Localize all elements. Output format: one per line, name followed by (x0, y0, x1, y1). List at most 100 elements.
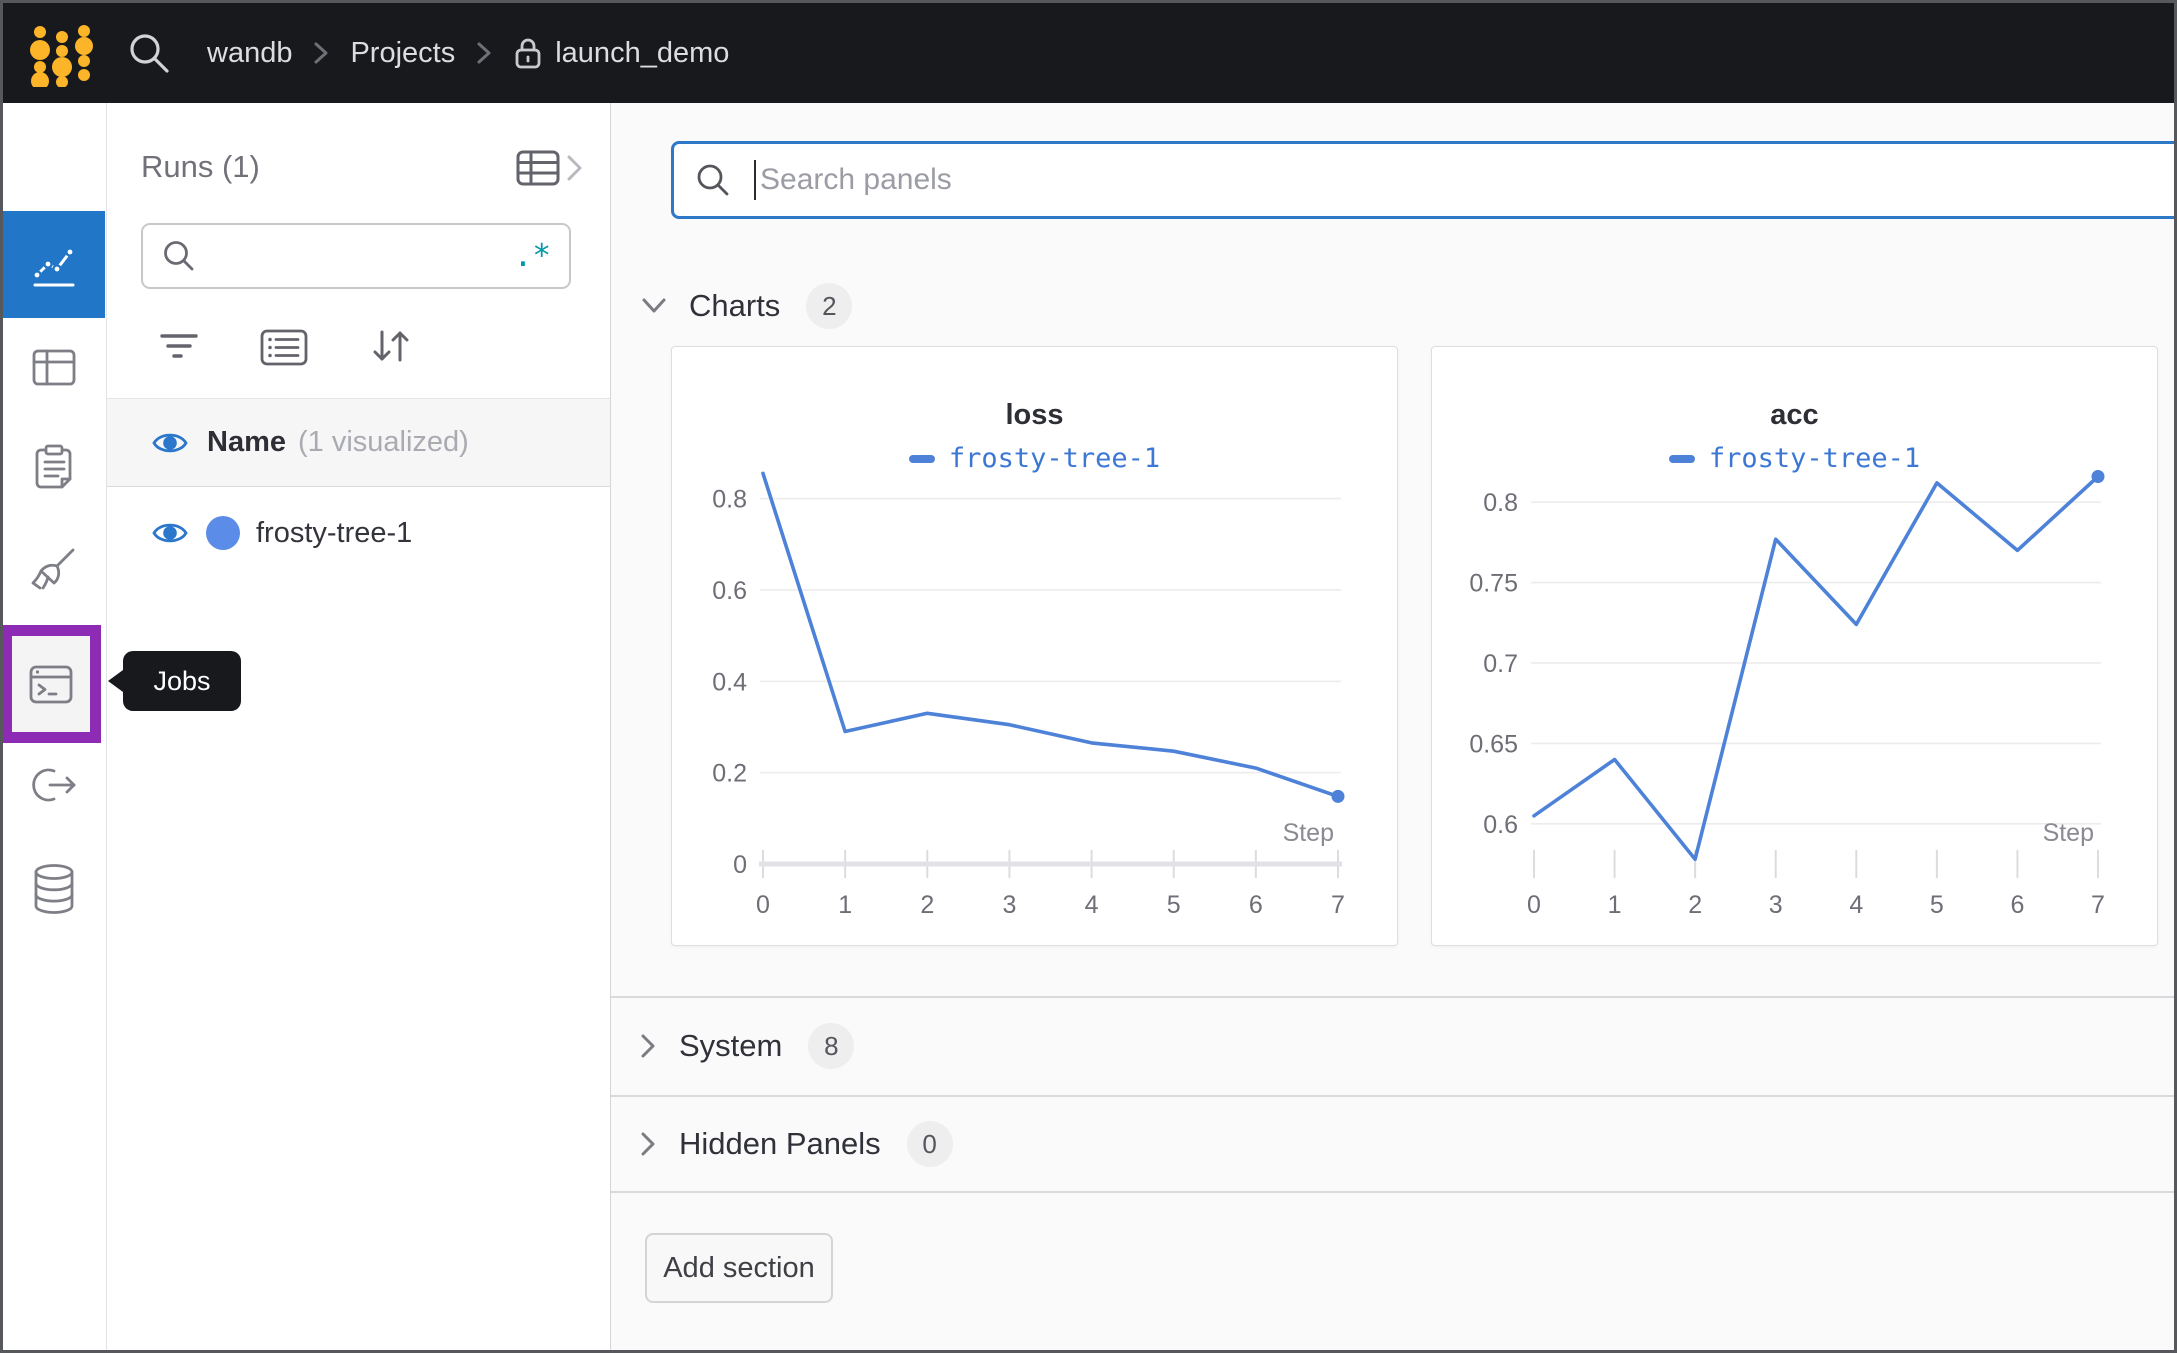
svg-text:Step: Step (2043, 819, 2094, 847)
chart-legend: frosty-tree-1 (1432, 443, 2157, 474)
section-label: System (679, 1028, 783, 1063)
sidebar-item-sweeps[interactable] (3, 541, 105, 597)
section-header-hidden-panels[interactable]: Hidden Panels 0 (639, 1119, 953, 1169)
run-row[interactable]: frosty-tree-1 (107, 487, 610, 579)
divider (611, 996, 2174, 998)
svg-text:1: 1 (838, 891, 852, 919)
legend-line-swatch (1668, 454, 1695, 463)
section-header-system[interactable]: System 8 (639, 1021, 855, 1071)
eye-icon[interactable] (151, 428, 189, 458)
svg-text:0.8: 0.8 (712, 486, 747, 514)
search-icon (164, 241, 194, 271)
acc-chart-plot: 0.6 0.65 0.7 0.75 0.8 0 1 2 3 4 5 6 7 Step (1469, 469, 2105, 919)
panel-card-loss[interactable]: 0 0.2 0.4 0.6 0.8 0 1 2 3 4 5 6 7 Step loss frosty-tr… (671, 346, 1398, 946)
section-label: Hidden Panels (679, 1126, 881, 1161)
svg-text:2: 2 (1688, 891, 1702, 919)
svg-text:4: 4 (1849, 891, 1863, 919)
legend-run-name[interactable]: frosty-tree-1 (1708, 443, 1921, 474)
wandb-logo[interactable] (29, 19, 95, 87)
divider (611, 1191, 2174, 1193)
sidebar-item-jobs[interactable] (3, 625, 101, 743)
breadcrumb-entity[interactable]: wandb (207, 36, 293, 69)
table-icon (32, 349, 76, 386)
eye-icon[interactable] (151, 518, 189, 548)
sidebar-item-reports[interactable] (3, 439, 105, 495)
run-color-dot (206, 516, 240, 550)
svg-text:2: 2 (920, 891, 934, 919)
svg-text:0.75: 0.75 (1469, 570, 1518, 598)
sidebar-item-automations[interactable] (3, 757, 105, 813)
section-count-badge: 8 (808, 1023, 855, 1069)
svg-text:0: 0 (733, 851, 747, 879)
add-section-button[interactable]: Add section (645, 1233, 833, 1303)
runs-toolbar (107, 323, 610, 373)
chevron-right-icon (641, 1132, 655, 1156)
clipboard-icon (35, 444, 72, 489)
text-caret (754, 160, 756, 200)
filter-icon[interactable] (159, 327, 199, 367)
section-header-charts[interactable]: Charts 2 (641, 281, 853, 331)
search-panels-placeholder: Search panels (760, 163, 952, 196)
svg-text:7: 7 (2091, 891, 2105, 919)
sidebar-item-artifacts[interactable] (3, 859, 105, 919)
chart-icon (32, 246, 75, 286)
sidebar-item-charts[interactable] (3, 211, 105, 318)
search-icon (697, 164, 729, 196)
loss-chart-plot: 0 0.2 0.4 0.6 0.8 0 1 2 3 4 5 6 7 Step (712, 471, 1345, 919)
svg-text:Step: Step (1283, 819, 1334, 847)
svg-text:6: 6 (2010, 891, 2024, 919)
panel-card-acc[interactable]: 0.6 0.65 0.7 0.75 0.8 0 1 2 3 4 5 6 7 Step acc frosty… (1431, 346, 2158, 946)
runs-panel: Runs (1) .* (107, 103, 611, 1350)
breadcrumb-projects[interactable]: Projects (350, 36, 456, 69)
chevron-right-icon (477, 42, 491, 64)
svg-text:5: 5 (1930, 891, 1944, 919)
run-name[interactable]: frosty-tree-1 (256, 516, 413, 549)
runs-search-input[interactable]: .* (141, 223, 571, 289)
app-body: i (3, 103, 2174, 1350)
svg-text:0.7: 0.7 (1483, 650, 1518, 678)
section-count-badge: 0 (906, 1121, 953, 1167)
svg-text:7: 7 (1331, 891, 1345, 919)
svg-text:0.6: 0.6 (1483, 811, 1518, 839)
svg-text:5: 5 (1167, 891, 1181, 919)
expand-runs-table-button[interactable] (515, 147, 585, 189)
svg-text:0.6: 0.6 (712, 577, 747, 605)
svg-text:0.2: 0.2 (712, 760, 747, 788)
svg-text:0.4: 0.4 (712, 668, 747, 696)
runs-panel-title: Runs (1) (141, 149, 260, 184)
section-count-badge: 2 (806, 283, 853, 329)
left-icon-rail: i (3, 103, 107, 1350)
regex-toggle[interactable]: .* (513, 237, 551, 274)
link-arrow-icon (32, 768, 76, 802)
svg-text:6: 6 (1249, 891, 1263, 919)
legend-run-name[interactable]: frosty-tree-1 (948, 443, 1161, 474)
visualized-count-label: (1 visualized) (298, 426, 469, 458)
svg-text:0: 0 (1527, 891, 1541, 919)
list-settings-icon[interactable] (259, 325, 309, 369)
runs-name-header[interactable]: Name (1 visualized) (107, 399, 610, 487)
jobs-tooltip: Jobs (123, 651, 241, 711)
global-search-icon[interactable] (125, 29, 173, 77)
svg-text:1: 1 (1608, 891, 1622, 919)
svg-text:3: 3 (1769, 891, 1783, 919)
chart-legend: frosty-tree-1 (672, 443, 1397, 474)
broom-icon (31, 548, 75, 590)
lock-icon (515, 38, 541, 69)
breadcrumb-project-name[interactable]: launch_demo (555, 36, 730, 69)
svg-text:0: 0 (756, 891, 770, 919)
section-label: Charts (689, 288, 781, 323)
svg-text:3: 3 (1002, 891, 1016, 919)
sort-icon[interactable] (369, 325, 413, 367)
chevron-right-icon (314, 42, 328, 64)
terminal-icon (29, 665, 73, 704)
top-navbar: wandb Projects launch_demo (3, 3, 2174, 103)
database-icon (34, 864, 74, 914)
sidebar-item-tables[interactable] (3, 339, 105, 395)
search-panels-input[interactable]: Search panels (671, 141, 2174, 219)
legend-line-swatch (908, 454, 935, 463)
chart-title: acc (1770, 399, 1819, 431)
chevron-right-icon (641, 1034, 655, 1058)
svg-text:0.65: 0.65 (1469, 730, 1518, 758)
svg-text:0.8: 0.8 (1483, 489, 1518, 517)
